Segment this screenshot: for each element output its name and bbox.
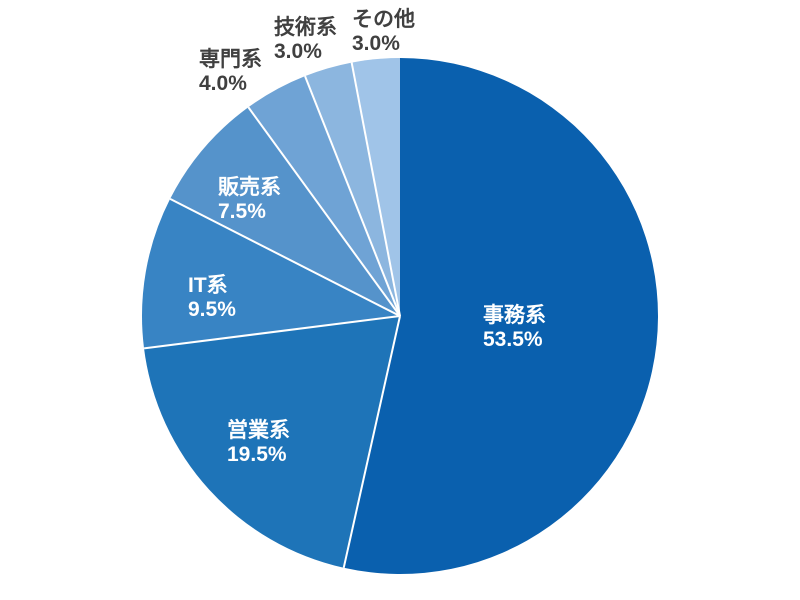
pie-label-name-6: 技術系: [274, 15, 337, 39]
pie-label-percent-4: 7.5%: [218, 200, 266, 223]
pie-slice-5: [248, 76, 400, 316]
slice-separator: [143, 315, 401, 350]
pie-label-name-5: 専門系: [199, 47, 262, 71]
pie-label-name-1: 事務系: [483, 303, 546, 327]
slice-separator: [350, 62, 401, 317]
slice-separator: [342, 315, 401, 569]
slice-separator: [169, 197, 401, 317]
slice-separator: [247, 106, 401, 317]
pie-label-percent-2: 19.5%: [227, 443, 287, 466]
pie-label-name-2: 営業系: [227, 418, 290, 442]
pie-label-percent-6: 3.0%: [274, 40, 322, 63]
pie-label-name-4: 販売系: [218, 176, 281, 199]
pie-slice-4: [170, 107, 400, 316]
pie-slice-2: [144, 316, 400, 568]
pie-slice-1: [343, 58, 658, 574]
pie-label-percent-5: 4.0%: [199, 72, 247, 95]
pie-label-percent-3: 9.5%: [188, 298, 236, 321]
pie-label-name-3: IT系: [188, 274, 228, 297]
pie-label-percent-1: 53.5%: [483, 328, 543, 351]
pie-label-name-7: その他: [352, 8, 415, 31]
pie-label-percent-7: 3.0%: [352, 32, 400, 55]
slice-separator: [304, 75, 401, 317]
pie-slice-6: [305, 62, 400, 317]
pie-slice-3: [142, 198, 400, 349]
